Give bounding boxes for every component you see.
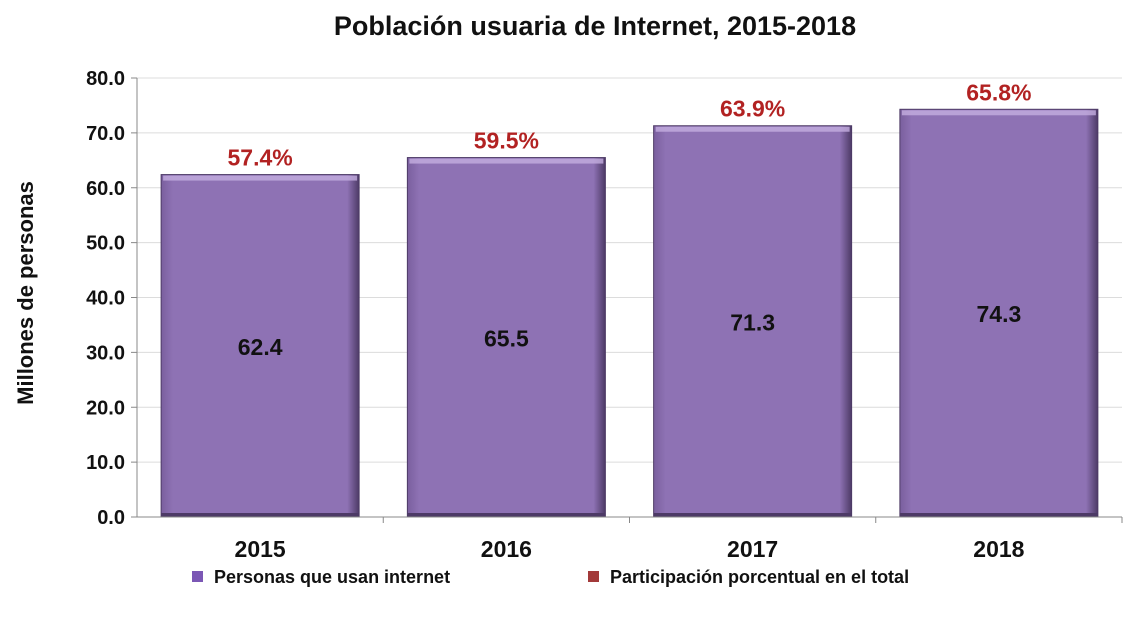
data-label-percent: 63.9% <box>720 96 785 122</box>
bar-bevel-2018 <box>901 110 1096 116</box>
data-label-value: 71.3 <box>730 309 775 335</box>
x-tick-label: 2016 <box>481 536 532 562</box>
y-tick-label: 10.0 <box>86 452 125 474</box>
legend: Personas que usan internet Participación… <box>192 567 909 587</box>
bar-2018 <box>899 108 1099 518</box>
data-label-value: 65.5 <box>484 325 529 351</box>
data-label-value: 74.3 <box>976 301 1021 327</box>
y-tick-label: 70.0 <box>86 123 125 145</box>
y-tick-label: 40.0 <box>86 288 125 310</box>
bar-shadow-2015 <box>161 513 360 517</box>
bar-2017 <box>653 125 853 518</box>
bar-bevel-2015 <box>163 175 358 181</box>
data-label-value: 62.4 <box>238 334 283 360</box>
legend-label-personas: Personas que usan internet <box>214 567 450 587</box>
bar-2015 <box>160 174 360 518</box>
bar-bevel-2016 <box>409 158 604 164</box>
x-tick-label: 2017 <box>727 536 778 562</box>
x-tick-label: 2015 <box>235 536 286 562</box>
data-label-percent: 57.4% <box>228 145 293 171</box>
y-tick-label: 80.0 <box>86 68 125 90</box>
data-label-percent: 65.8% <box>966 79 1031 105</box>
bar-shadow-2018 <box>899 513 1098 517</box>
bar-2016 <box>406 157 606 518</box>
y-tick-label: 60.0 <box>86 178 125 200</box>
legend-swatch-personas <box>192 571 203 582</box>
bar-shadow-2016 <box>407 513 606 517</box>
data-label-percent: 59.5% <box>474 128 539 154</box>
chart-title: Población usuaria de Internet, 2015-2018 <box>334 11 856 41</box>
y-axis-label: Millones de personas <box>13 181 38 405</box>
y-tick-label: 30.0 <box>86 342 125 364</box>
x-tick-label: 2018 <box>973 536 1024 562</box>
bar-bevel-2017 <box>655 126 850 132</box>
y-tick-label: 50.0 <box>86 233 125 255</box>
legend-swatch-participacion <box>588 571 599 582</box>
y-tick-label: 0.0 <box>97 507 125 529</box>
y-tick-label: 20.0 <box>86 397 125 419</box>
legend-label-participacion: Participación porcentual en el total <box>610 567 909 587</box>
bar-shadow-2017 <box>653 513 852 517</box>
